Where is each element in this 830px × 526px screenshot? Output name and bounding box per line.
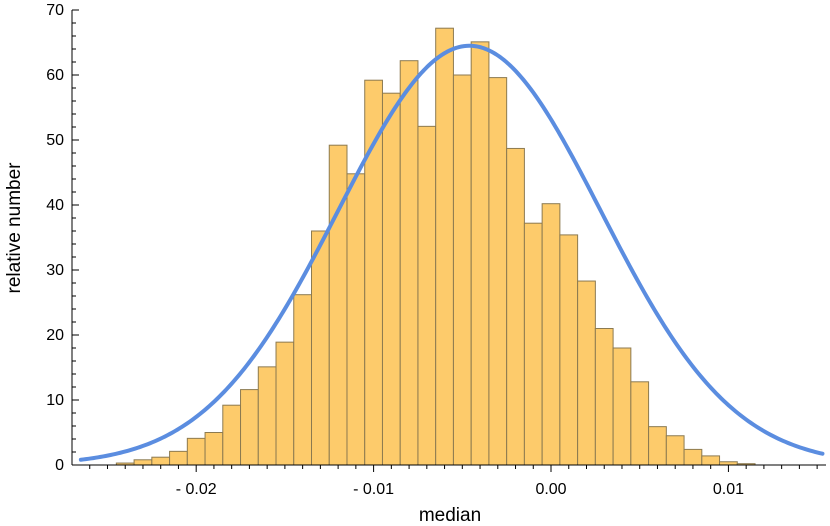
axes-group: 0 10 20 30 40 50 60 70 - 0.02 - 0.01 0.00 0.01 xyxy=(46,2,826,498)
histogram-bar xyxy=(275,341,295,466)
histogram-bar xyxy=(630,381,650,466)
y-tick-label: 40 xyxy=(46,197,64,214)
histogram-bar xyxy=(328,144,348,466)
histogram-bar xyxy=(169,450,188,466)
y-tick-label: 50 xyxy=(46,132,64,149)
histogram-bar xyxy=(346,173,366,466)
histogram-bar xyxy=(311,230,330,466)
histogram-bar xyxy=(417,125,437,466)
y-tick-label: 20 xyxy=(46,327,64,344)
x-tick-label: 0.01 xyxy=(713,481,744,498)
histogram-bar xyxy=(133,459,153,466)
y-axis-title: relative number xyxy=(4,162,25,294)
histogram-bar xyxy=(452,74,472,466)
histogram-bar xyxy=(648,426,667,466)
normal-fit-curve xyxy=(78,43,825,462)
histogram-bar xyxy=(240,389,259,466)
histogram-bar xyxy=(577,280,596,466)
y-tick-label: 0 xyxy=(55,457,64,474)
histogram-bar xyxy=(594,328,614,466)
histogram-bar xyxy=(435,27,454,466)
histogram-bar xyxy=(204,432,224,466)
histogram-bar xyxy=(665,435,685,466)
y-tick-label: 60 xyxy=(46,67,64,84)
histogram-bar xyxy=(364,79,383,466)
histogram-bar xyxy=(151,456,171,466)
x-tick-label: 0.00 xyxy=(535,481,566,498)
histogram-bar xyxy=(399,60,419,466)
histogram-bar xyxy=(222,404,242,466)
bars-group xyxy=(115,27,756,466)
histogram-bar xyxy=(293,294,313,466)
histogram-bar xyxy=(257,366,277,466)
histogram-bar xyxy=(541,203,561,466)
y-tick-label: 30 xyxy=(46,262,64,279)
y-tick-label: 10 xyxy=(46,392,64,409)
histogram-bar xyxy=(186,437,206,466)
histogram-bar xyxy=(559,234,579,466)
x-tick-label: - 0.02 xyxy=(176,481,217,498)
histogram-bar xyxy=(612,347,632,466)
histogram-bar xyxy=(506,147,525,466)
x-tick-label: - 0.01 xyxy=(353,481,394,498)
histogram-bar xyxy=(523,222,543,466)
histogram-bar xyxy=(488,77,508,466)
histogram-bar xyxy=(701,455,721,466)
histogram-bar xyxy=(683,448,703,466)
x-axis-title: median xyxy=(419,505,481,526)
histogram-bar xyxy=(381,92,401,466)
histogram-bar xyxy=(470,41,490,466)
y-tick-label: 70 xyxy=(46,2,64,19)
